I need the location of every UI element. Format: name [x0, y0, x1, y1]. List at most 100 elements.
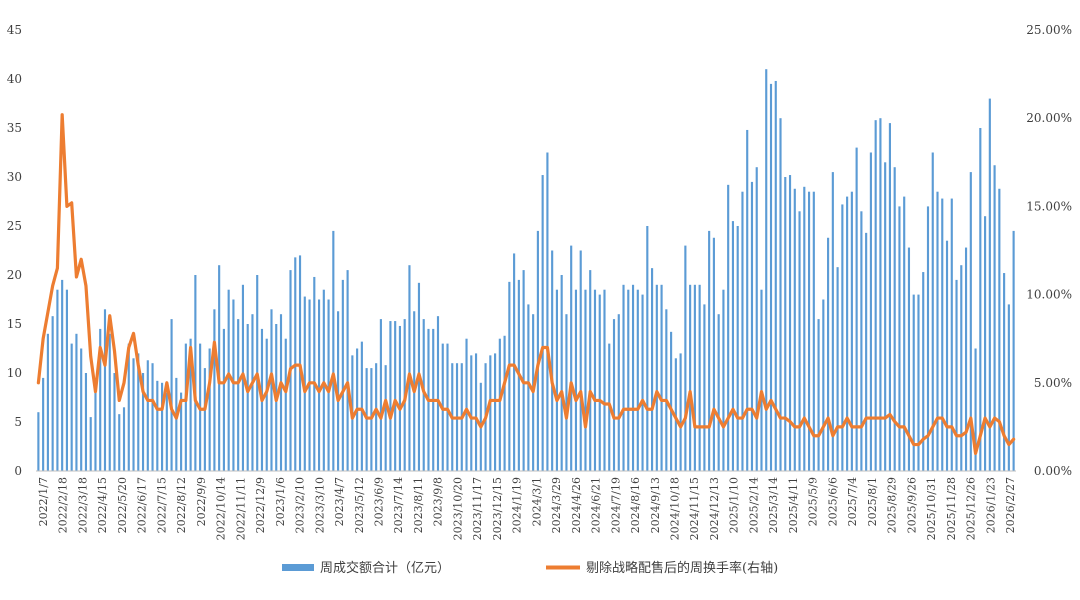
bar [503, 335, 506, 471]
bar [584, 289, 587, 471]
bar [70, 343, 73, 471]
x-axis-tick-label: 2023/9/8 [432, 477, 445, 526]
bar [527, 304, 530, 471]
bar [807, 191, 811, 471]
bar [551, 250, 554, 471]
bar [741, 191, 744, 471]
bar [817, 319, 820, 471]
bar [798, 211, 801, 472]
bar [627, 289, 630, 471]
bar [213, 309, 216, 471]
bar [474, 353, 478, 471]
bar [831, 172, 834, 471]
bar [793, 188, 796, 471]
right-axis-tick-label: 5.00% [1034, 376, 1072, 390]
bar [389, 321, 392, 471]
bar [270, 309, 273, 471]
bar [969, 172, 972, 471]
x-axis-tick-label: 2024/6/21 [590, 477, 603, 533]
bar [560, 275, 563, 471]
bar [917, 294, 920, 471]
bar [869, 152, 872, 471]
bar [237, 319, 240, 471]
bar [993, 165, 996, 472]
bar [670, 331, 673, 471]
bar [912, 294, 915, 471]
x-axis-tick-label: 2022/6/17 [136, 477, 149, 533]
bar [907, 247, 911, 471]
right-axis-tick-label: 15.00% [1026, 199, 1072, 213]
x-axis-tick-label: 2025/8/1 [866, 477, 879, 526]
bar [122, 407, 126, 471]
left-axis-tick-label: 25 [7, 219, 22, 233]
x-axis-tick-label: 2025/9/26 [905, 477, 918, 533]
right-axis-tick-label: 0.00% [1034, 464, 1072, 478]
bar [555, 289, 558, 471]
bar [42, 377, 45, 471]
bar [1003, 273, 1006, 471]
bar [941, 198, 944, 471]
bar [769, 83, 773, 472]
bar [346, 270, 349, 471]
bar [646, 226, 649, 471]
x-axis-tick-label: 2023/4/7 [333, 477, 346, 526]
bar [974, 348, 977, 471]
bar [665, 309, 668, 471]
bar [1007, 304, 1010, 471]
bar [655, 284, 658, 471]
bar [689, 284, 692, 471]
left-axis-tick-label: 30 [7, 170, 22, 184]
bar [660, 284, 663, 471]
bar [513, 253, 516, 471]
bar [822, 299, 825, 471]
bar [232, 299, 235, 471]
bar [926, 206, 930, 471]
bar [593, 289, 597, 471]
bar [546, 152, 549, 471]
bar [37, 412, 40, 471]
x-axis-tick-label: 2023/5/12 [353, 477, 366, 533]
bar [222, 328, 225, 471]
bar [113, 373, 116, 471]
bar [727, 184, 730, 471]
left-axis-tick-label: 35 [7, 121, 22, 135]
left-axis-tick-label: 5 [14, 415, 22, 429]
bar [470, 355, 473, 471]
x-axis-tick-label: 2024/3/1 [530, 477, 543, 526]
bar [574, 289, 578, 471]
bar [227, 289, 230, 471]
x-axis-tick-label: 2025/7/4 [846, 477, 859, 526]
x-axis-tick-label: 2024/8/16 [629, 477, 642, 533]
x-axis-tick-label: 2023/11/17 [471, 477, 484, 540]
bar [498, 338, 501, 471]
left-axis-tick-label: 20 [7, 268, 22, 282]
bar [251, 314, 254, 471]
x-axis-tick-label: 2025/1/10 [728, 477, 741, 533]
bar [165, 392, 168, 471]
bar [874, 120, 877, 471]
x-axis-tick-label: 2023/2/10 [294, 477, 307, 533]
bar [541, 175, 544, 472]
bar [865, 232, 868, 471]
bar [788, 175, 792, 472]
bar [931, 152, 934, 471]
bar [51, 316, 54, 471]
bar [46, 333, 49, 471]
bar [379, 319, 382, 471]
bar [384, 365, 387, 471]
x-axis-tick-label: 2026/2/27 [1004, 477, 1017, 533]
bar [765, 69, 768, 471]
bar [203, 368, 206, 471]
bar [103, 309, 107, 471]
bar [979, 128, 982, 471]
bar [708, 230, 711, 471]
x-axis-tick-label: 2023/10/20 [451, 477, 464, 540]
x-axis-tick-label: 2025/3/14 [767, 477, 780, 533]
bar [360, 341, 363, 471]
bar [189, 338, 192, 471]
bar [836, 267, 839, 471]
x-axis-tick-label: 2025/11/28 [945, 477, 958, 540]
bar [684, 245, 687, 471]
bar [394, 321, 397, 471]
